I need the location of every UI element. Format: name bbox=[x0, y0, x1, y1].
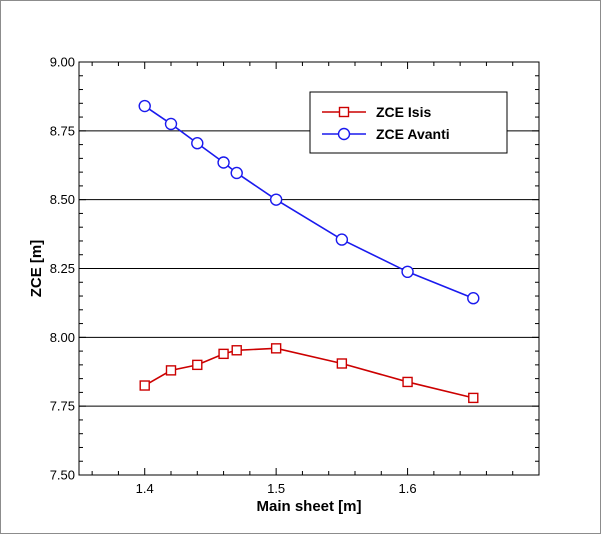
data-point bbox=[269, 193, 283, 206]
data-point bbox=[192, 359, 203, 371]
data-point bbox=[139, 380, 150, 391]
axis-ticks: 7.50 7.75 8.00 8.25 8.50 8.75 9.00 1.4 1.5 1.6 bbox=[50, 55, 539, 496]
y-tick-label: 7.50 bbox=[50, 468, 75, 483]
data-point bbox=[218, 348, 229, 360]
data-point bbox=[336, 358, 348, 369]
data-point bbox=[165, 365, 177, 376]
y-axis-title: ZCE [m] bbox=[28, 240, 45, 298]
x-tick-label: 1.6 bbox=[399, 481, 417, 496]
data-point bbox=[231, 345, 242, 356]
series-line bbox=[144, 347, 474, 399]
legend-entry: ZCE Avanti bbox=[322, 126, 450, 142]
series-group bbox=[138, 99, 480, 404]
data-point bbox=[217, 156, 230, 169]
data-point bbox=[164, 117, 178, 131]
data-point bbox=[337, 127, 351, 141]
x-axis-title: Main sheet [m] bbox=[256, 498, 361, 515]
data-point bbox=[401, 265, 414, 279]
data-point bbox=[230, 166, 243, 180]
data-point bbox=[270, 343, 282, 354]
legend-label: ZCE Isis bbox=[376, 104, 431, 120]
x-tick-label: 1.5 bbox=[267, 481, 285, 496]
grid-lines bbox=[79, 130, 539, 407]
data-point bbox=[338, 106, 350, 118]
y-tick-label: 8.75 bbox=[50, 123, 75, 138]
y-tick-label: 8.00 bbox=[50, 330, 75, 345]
data-point bbox=[138, 99, 151, 113]
y-tick-label: 8.50 bbox=[50, 192, 75, 207]
legend-label: ZCE Avanti bbox=[376, 126, 450, 142]
series-1 bbox=[138, 99, 480, 305]
data-point bbox=[467, 292, 480, 305]
x-tick-label: 1.4 bbox=[136, 481, 154, 496]
legend-entry: ZCE Isis bbox=[322, 104, 431, 120]
y-tick-label: 8.25 bbox=[50, 261, 75, 276]
y-tick-label: 7.75 bbox=[50, 399, 75, 414]
legend: ZCE Isis ZCE Avanti bbox=[309, 91, 508, 154]
series-0 bbox=[139, 343, 479, 404]
data-point bbox=[468, 392, 479, 404]
data-point bbox=[335, 233, 349, 246]
y-tick-label: 9.00 bbox=[50, 55, 75, 70]
data-point bbox=[402, 376, 413, 388]
data-point bbox=[191, 137, 204, 150]
legend-box bbox=[309, 91, 508, 154]
